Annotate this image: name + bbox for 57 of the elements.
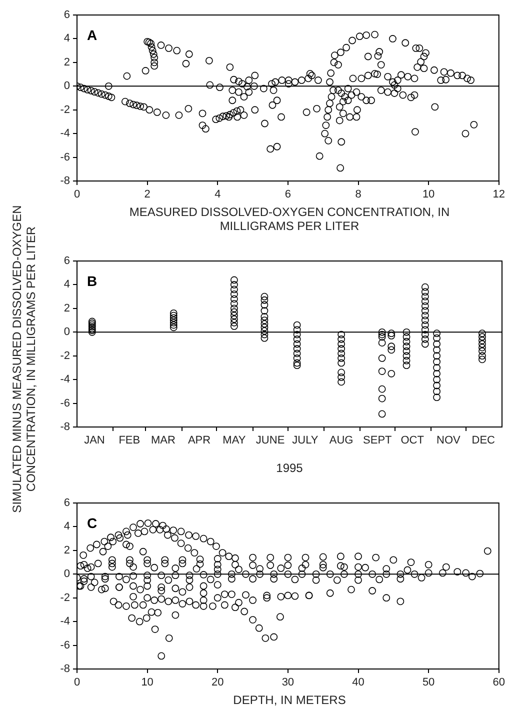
y-tick-label: 2 (64, 302, 70, 314)
annotation: A (87, 26, 98, 43)
x-tick-label: NOV (436, 434, 462, 447)
x-tick-label: 50 (422, 676, 435, 689)
y-tick-label: 2 (64, 544, 70, 556)
y-tick-label: -2 (60, 350, 70, 362)
annotation: C (87, 514, 98, 531)
y-tick-label: -2 (60, 104, 70, 116)
y-tick-label: 0 (64, 326, 70, 338)
y-tick-label: -4 (60, 616, 70, 628)
y-tick-label: 6 (64, 255, 70, 268)
x-tick-label: 4 (214, 188, 221, 201)
y-tick-label: 4 (64, 278, 70, 291)
x-tick-label: APR (188, 434, 211, 447)
x-tick-label: 8 (355, 188, 362, 201)
x-tick-label: 40 (352, 676, 364, 689)
x-tick-label: 2 (144, 188, 150, 201)
x-tick-label: 10 (141, 676, 154, 689)
y-tick-label: 2 (64, 56, 70, 68)
x-tick-label: 60 (492, 676, 506, 689)
y-tick-label: -6 (60, 397, 70, 410)
y-tick-label: 6 (64, 497, 70, 510)
x-tick-label: 30 (282, 676, 294, 689)
y-tick-label: -4 (60, 128, 70, 140)
x-tick-label: MAR (150, 434, 176, 447)
x-axis-title: DEPTH, IN METERS (233, 693, 346, 707)
y-axis-title: SIMULATED MINUS MEASURED DISSOLVED-OXYGEN CONCENTRATION, IN MILLIGRAMS PER LITER (10, 204, 38, 515)
y-tick-label: 0 (64, 80, 70, 92)
annotation: B (87, 272, 98, 289)
x-tick-label: SEPT (363, 434, 392, 447)
x-tick-label: MAY (222, 434, 246, 447)
x-tick-label: 6 (284, 188, 292, 201)
x-tick-label: JULY (292, 434, 319, 447)
y-tick-label: 4 (64, 520, 70, 533)
x-tick-label: JUNE (256, 434, 285, 447)
y-tick-label: -8 (60, 663, 70, 676)
y-tick-label: 4 (64, 32, 70, 45)
x-tick-label: AUG (329, 434, 354, 447)
x-tick-label: 20 (212, 676, 224, 689)
y-tick-label: 6 (64, 9, 70, 22)
x-tick-label: 0 (74, 188, 80, 201)
x-tick-label: 10 (422, 188, 435, 201)
x-tick-label: 0 (74, 676, 80, 689)
y-tick-label: -6 (60, 639, 70, 652)
x-axis-title: 1995 (276, 461, 303, 475)
x-tick-label: FEB (118, 434, 140, 447)
y-tick-label: -2 (60, 592, 70, 604)
x-tick-label: 12 (492, 188, 506, 201)
x-tick-label: OCT (400, 434, 424, 447)
x-tick-label: JAN (84, 434, 105, 447)
x-tick-label: DEC (472, 434, 496, 447)
y-tick-label: 0 (64, 568, 70, 580)
y-tick-label: -6 (60, 151, 70, 164)
y-tick-label: -4 (60, 374, 70, 386)
y-tick-label: -8 (60, 421, 70, 434)
x-axis-title: MEASURED DISSOLVED-OXYGEN CONCENTRATION, IN MILLIGRAMS PER LITER (128, 205, 451, 233)
y-tick-label: -8 (60, 175, 70, 188)
